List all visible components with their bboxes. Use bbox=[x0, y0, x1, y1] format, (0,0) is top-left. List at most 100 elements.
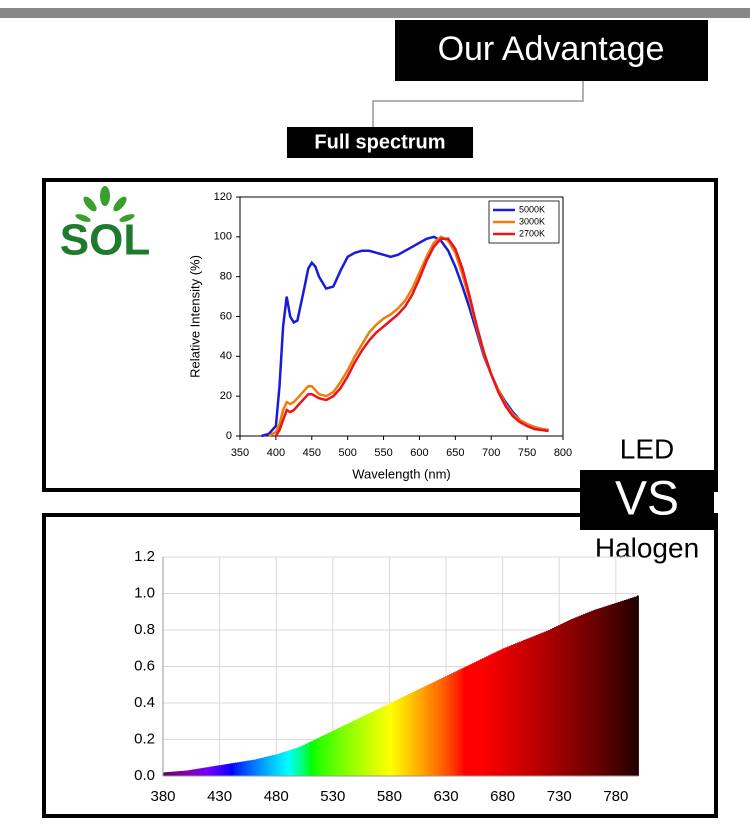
y-tick-label: 40 bbox=[220, 350, 232, 362]
spectrum-slice bbox=[570, 619, 574, 776]
spectrum-slice bbox=[358, 717, 362, 776]
spectrum-slice bbox=[208, 766, 211, 776]
spectrum-slice bbox=[622, 600, 625, 776]
spectrum-slice bbox=[611, 603, 615, 776]
spectrum-bar bbox=[163, 770, 187, 776]
halogen-label: Halogen bbox=[595, 532, 699, 563]
spectrum-slice bbox=[549, 629, 553, 776]
spectrum-slice bbox=[239, 761, 242, 776]
spectrum-slice bbox=[397, 699, 401, 776]
x-tick-label: 630 bbox=[434, 788, 459, 805]
connector bbox=[372, 81, 584, 127]
spectrum-slice bbox=[257, 758, 261, 776]
logo: SOL bbox=[60, 186, 150, 265]
spectrum-slice bbox=[442, 677, 446, 776]
vs-box bbox=[580, 470, 714, 530]
spectrum-slice bbox=[584, 613, 588, 776]
spectrum-slice bbox=[634, 596, 637, 776]
spectrum-slice bbox=[568, 620, 571, 776]
spectrum-slice bbox=[637, 595, 639, 776]
spectrum-slice bbox=[572, 618, 576, 776]
spectrum-slice bbox=[457, 670, 460, 776]
spectrum-slice bbox=[576, 616, 580, 776]
spectrum-bar bbox=[637, 595, 639, 776]
spectrum-slice bbox=[539, 633, 543, 776]
spectrum-slice bbox=[356, 718, 359, 776]
spectrum-slice bbox=[617, 601, 621, 776]
spectrum-slice bbox=[259, 758, 263, 776]
spectrum-slice bbox=[393, 701, 397, 776]
spectrum-bar bbox=[434, 671, 458, 776]
spectrum-slice bbox=[261, 757, 265, 776]
spectrum-slice bbox=[420, 688, 423, 776]
spectrum-slice bbox=[482, 658, 485, 776]
spectrum-slice bbox=[552, 628, 555, 776]
subtitle: Full spectrum bbox=[314, 131, 445, 153]
spectrum-slice bbox=[200, 768, 203, 776]
spectrum-slice bbox=[214, 765, 217, 776]
spectrum-slice bbox=[525, 639, 528, 776]
spectrum-slice bbox=[366, 713, 370, 776]
spectrum-slice bbox=[449, 674, 452, 776]
x-tick-label: 600 bbox=[410, 447, 428, 459]
spectrum-slice bbox=[381, 706, 384, 776]
y-tick-label: 0.0 bbox=[134, 767, 155, 784]
x-tick-label: 400 bbox=[267, 447, 285, 459]
spectrum-slice bbox=[632, 597, 635, 776]
spectrum-slice bbox=[333, 729, 337, 776]
spectrum-slice bbox=[578, 615, 582, 776]
spectrum-slice bbox=[175, 771, 178, 776]
spectrum-slice bbox=[428, 684, 431, 776]
spectrum-slice bbox=[206, 767, 209, 776]
spectrum-slice bbox=[344, 724, 347, 776]
spectrum-slice bbox=[545, 630, 549, 776]
spectrum-slice bbox=[603, 606, 606, 776]
spectrum-slice bbox=[210, 766, 213, 776]
spectrum-slice bbox=[220, 764, 224, 776]
spectrum-slice bbox=[212, 766, 215, 776]
spectrum-slice bbox=[597, 608, 600, 776]
y-tick-label: 0.4 bbox=[134, 694, 155, 711]
spectrum-slice bbox=[506, 646, 510, 776]
spectrum-slice bbox=[432, 682, 436, 776]
spectrum-slice bbox=[251, 759, 254, 776]
spectrum-slice bbox=[337, 727, 341, 776]
spectrum-slice bbox=[372, 710, 376, 776]
spectrum-slice bbox=[619, 601, 623, 776]
spectrum-slice bbox=[531, 636, 534, 776]
spectrum-slice bbox=[278, 753, 281, 776]
spectrum-slice bbox=[595, 609, 598, 776]
spectrum-slice bbox=[494, 652, 497, 776]
x-tick-label: 500 bbox=[338, 447, 356, 459]
spectrum-bar bbox=[230, 759, 254, 776]
spectrum-slice bbox=[566, 621, 569, 776]
spectrum-slice bbox=[311, 740, 314, 776]
halogen-bg bbox=[584, 533, 712, 567]
logo-leaves bbox=[75, 186, 135, 222]
spectrum-bar bbox=[344, 714, 368, 776]
spectrum-slice bbox=[218, 765, 222, 776]
vs-label: VS bbox=[615, 473, 679, 526]
spectrum-slice bbox=[395, 700, 399, 776]
spectrum-slice bbox=[426, 685, 429, 776]
spectrum-slice bbox=[286, 750, 289, 776]
spectrum-slice bbox=[294, 748, 298, 776]
spectrum-slice bbox=[564, 622, 567, 776]
spectrum-slice bbox=[467, 665, 471, 776]
spectrum-slice bbox=[193, 769, 197, 776]
spectrum-slice bbox=[473, 662, 477, 776]
spectrum-slice bbox=[284, 751, 287, 776]
spectrum-slice bbox=[475, 661, 479, 776]
spectrum-slice bbox=[554, 627, 557, 776]
spectrum-slice bbox=[529, 637, 532, 776]
spectrum-slice bbox=[237, 762, 240, 776]
spectrum-slice bbox=[323, 734, 327, 776]
spectrum-slice bbox=[370, 711, 374, 776]
spectrum-slice bbox=[222, 764, 226, 776]
spectrum-slice bbox=[605, 605, 609, 776]
spectrum-slice bbox=[587, 612, 590, 776]
spectrum-slice bbox=[340, 726, 343, 776]
spectrum-slice bbox=[288, 750, 292, 776]
spectrum-slice bbox=[309, 741, 312, 776]
